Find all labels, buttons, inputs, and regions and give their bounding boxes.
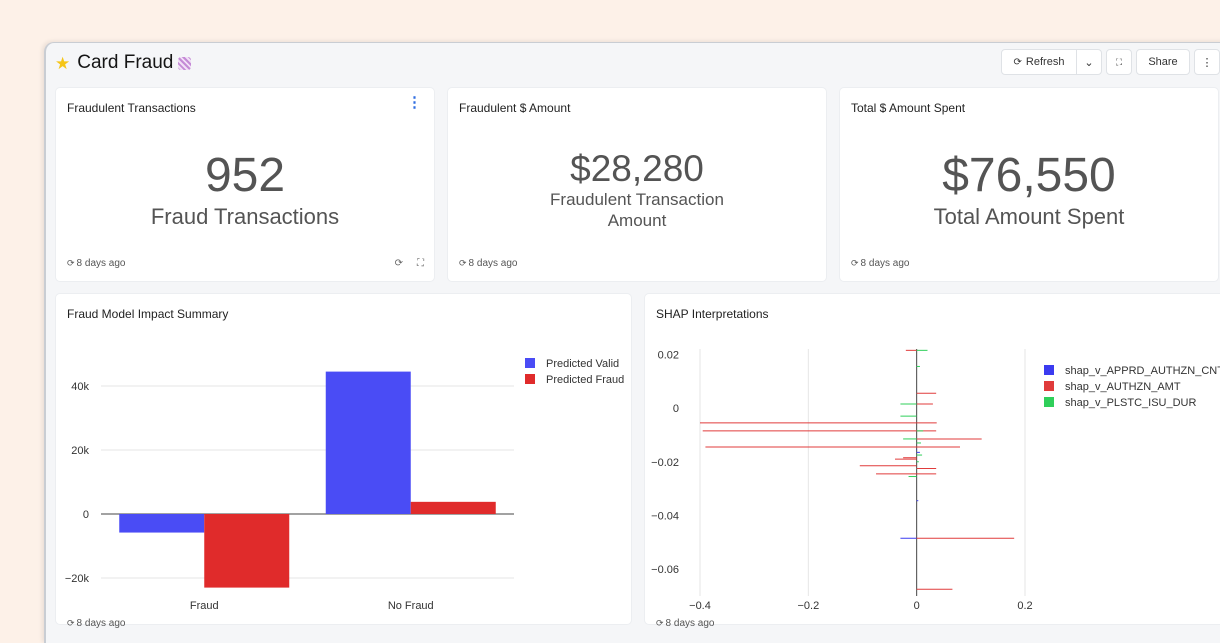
- refresh-icon: ⟳: [67, 258, 75, 268]
- dashboard-window: ★ Card Fraud ⟳ Refresh ⌄ ⛶ Share ⋮ Fraud…: [44, 42, 1220, 643]
- kpi-label-line1: Fraudulent Transaction: [550, 190, 724, 209]
- kpi-label-line2: Amount: [607, 211, 667, 230]
- card-title: Total $ Amount Spent: [851, 101, 966, 115]
- y-tick-label: 40k: [71, 381, 89, 393]
- fullscreen-button[interactable]: ⛶: [1106, 49, 1132, 75]
- legend-swatch: [525, 358, 535, 368]
- fullscreen-icon: ⛶: [1115, 56, 1123, 67]
- shap-bar-chart: −0.4 −0.2 0 0.2 0.02 0 −0.02 −0.04 −0.06 shap_v_A…: [651, 349, 1220, 612]
- legend-label: Predicted Fraud: [546, 374, 624, 386]
- kpi-card-total-amount: Total $ Amount Spent $76,550 Total Amoun…: [840, 88, 1218, 281]
- refresh-icon: ⟳: [1013, 56, 1022, 68]
- y-tick-label: −0.02: [651, 457, 679, 469]
- kpi-label: Total Amount Spent: [933, 204, 1125, 229]
- card-title: Fraudulent $ Amount: [459, 101, 571, 115]
- y-tick-label: 0.02: [658, 349, 679, 361]
- refresh-options-button[interactable]: ⌄: [1076, 49, 1102, 75]
- x-tick-label: −0.2: [797, 600, 819, 612]
- legend-label: shap_v_AUTHZN_AMT: [1065, 381, 1181, 393]
- impact-bar-chart: −20k 0 20k 40k Fraud No Fraud Predicted Valid P…: [65, 358, 624, 612]
- y-tick-label: 20k: [71, 445, 89, 457]
- legend-swatch: [1044, 365, 1054, 375]
- bar-predicted-valid: [325, 371, 411, 514]
- kpi-card-fraud-transactions: Fraudulent Transactions ⋮ 952 Fraud Tran…: [56, 88, 434, 281]
- refresh-icon: ⟳: [851, 258, 859, 268]
- x-tick-label: −0.4: [689, 600, 711, 612]
- shap-card: SHAP Interpretations −0.4 −0.2 0 0.2 0.02 0 −0…: [645, 294, 1220, 629]
- card-footer: ⟳ 8 days ago: [67, 258, 125, 269]
- bar-predicted-valid: [119, 514, 205, 533]
- legend-swatch: [1044, 397, 1054, 407]
- legend-label: shap_v_PLSTC_ISU_DUR: [1065, 397, 1197, 409]
- impact-summary-card: Fraud Model Impact Summary −20k 0 20k 40k Fr…: [56, 294, 631, 629]
- bar-predicted-fraud: [204, 514, 290, 588]
- bar-predicted-fraud: [410, 501, 496, 514]
- card-footer: ⟳ 8 days ago: [656, 618, 714, 629]
- more-options-button[interactable]: ⋮: [1194, 49, 1220, 75]
- y-tick-label: −0.06: [651, 564, 679, 576]
- legend-swatch: [525, 374, 535, 384]
- certified-badge-icon: [178, 56, 192, 70]
- y-tick-label: 0: [83, 509, 89, 521]
- fullscreen-icon[interactable]: ⛶: [417, 258, 424, 269]
- kpi-value: $28,280: [570, 148, 704, 189]
- kpi-value: $76,550: [942, 149, 1116, 202]
- refresh-icon: ⟳: [459, 258, 467, 268]
- x-tick-label: Fraud: [190, 600, 219, 612]
- refresh-icon[interactable]: ⟳: [394, 258, 403, 269]
- star-icon[interactable]: ★: [55, 53, 71, 73]
- more-vertical-icon: ⋮: [1201, 56, 1213, 69]
- refresh-button[interactable]: ⟳ Refresh: [1001, 49, 1077, 75]
- last-updated: 8 days ago: [76, 258, 126, 269]
- refresh-label: Refresh: [1025, 56, 1065, 68]
- card-menu-icon[interactable]: ⋮: [407, 94, 422, 111]
- refresh-icon: ⟳: [656, 618, 664, 628]
- card-title: Fraudulent Transactions: [67, 101, 196, 115]
- last-updated: 8 days ago: [860, 258, 910, 269]
- y-tick-label: −0.04: [651, 510, 679, 522]
- kpi-card-fraudulent-amount: Fraudulent $ Amount $28,280 Fraudulent T…: [448, 88, 826, 281]
- chevron-down-icon: ⌄: [1084, 56, 1094, 69]
- card-footer: ⟳ 8 days ago: [459, 258, 517, 269]
- kpi-value: 952: [204, 149, 286, 202]
- share-button[interactable]: Share: [1136, 49, 1190, 75]
- y-tick-label: −20k: [65, 573, 90, 585]
- legend-label: Predicted Valid: [546, 358, 619, 370]
- dashboard-title: Card Fraud: [77, 52, 174, 73]
- card-footer: ⟳ 8 days ago: [851, 258, 909, 269]
- last-updated: 8 days ago: [665, 618, 715, 629]
- refresh-icon: ⟳: [67, 618, 75, 628]
- last-updated: 8 days ago: [468, 258, 518, 269]
- last-updated: 8 days ago: [76, 618, 126, 629]
- x-tick-label: No Fraud: [388, 600, 434, 612]
- card-title: SHAP Interpretations: [656, 307, 769, 321]
- x-tick-label: 0.2: [1017, 600, 1032, 612]
- card-title: Fraud Model Impact Summary: [67, 307, 229, 321]
- card-footer-actions: ⟳ ⛶: [381, 258, 424, 269]
- kpi-label: Fraud Transactions: [150, 204, 340, 229]
- dashboard-header: ★ Card Fraud ⟳ Refresh ⌄ ⛶ Share ⋮: [46, 43, 1220, 83]
- legend-swatch: [1044, 381, 1054, 391]
- card-footer: ⟳ 8 days ago: [67, 618, 125, 629]
- x-tick-label: 0: [914, 600, 920, 612]
- title-group: ★ Card Fraud: [55, 52, 192, 74]
- y-tick-label: 0: [673, 403, 679, 415]
- legend-label: shap_v_APPRD_AUTHZN_CNT: [1065, 365, 1220, 377]
